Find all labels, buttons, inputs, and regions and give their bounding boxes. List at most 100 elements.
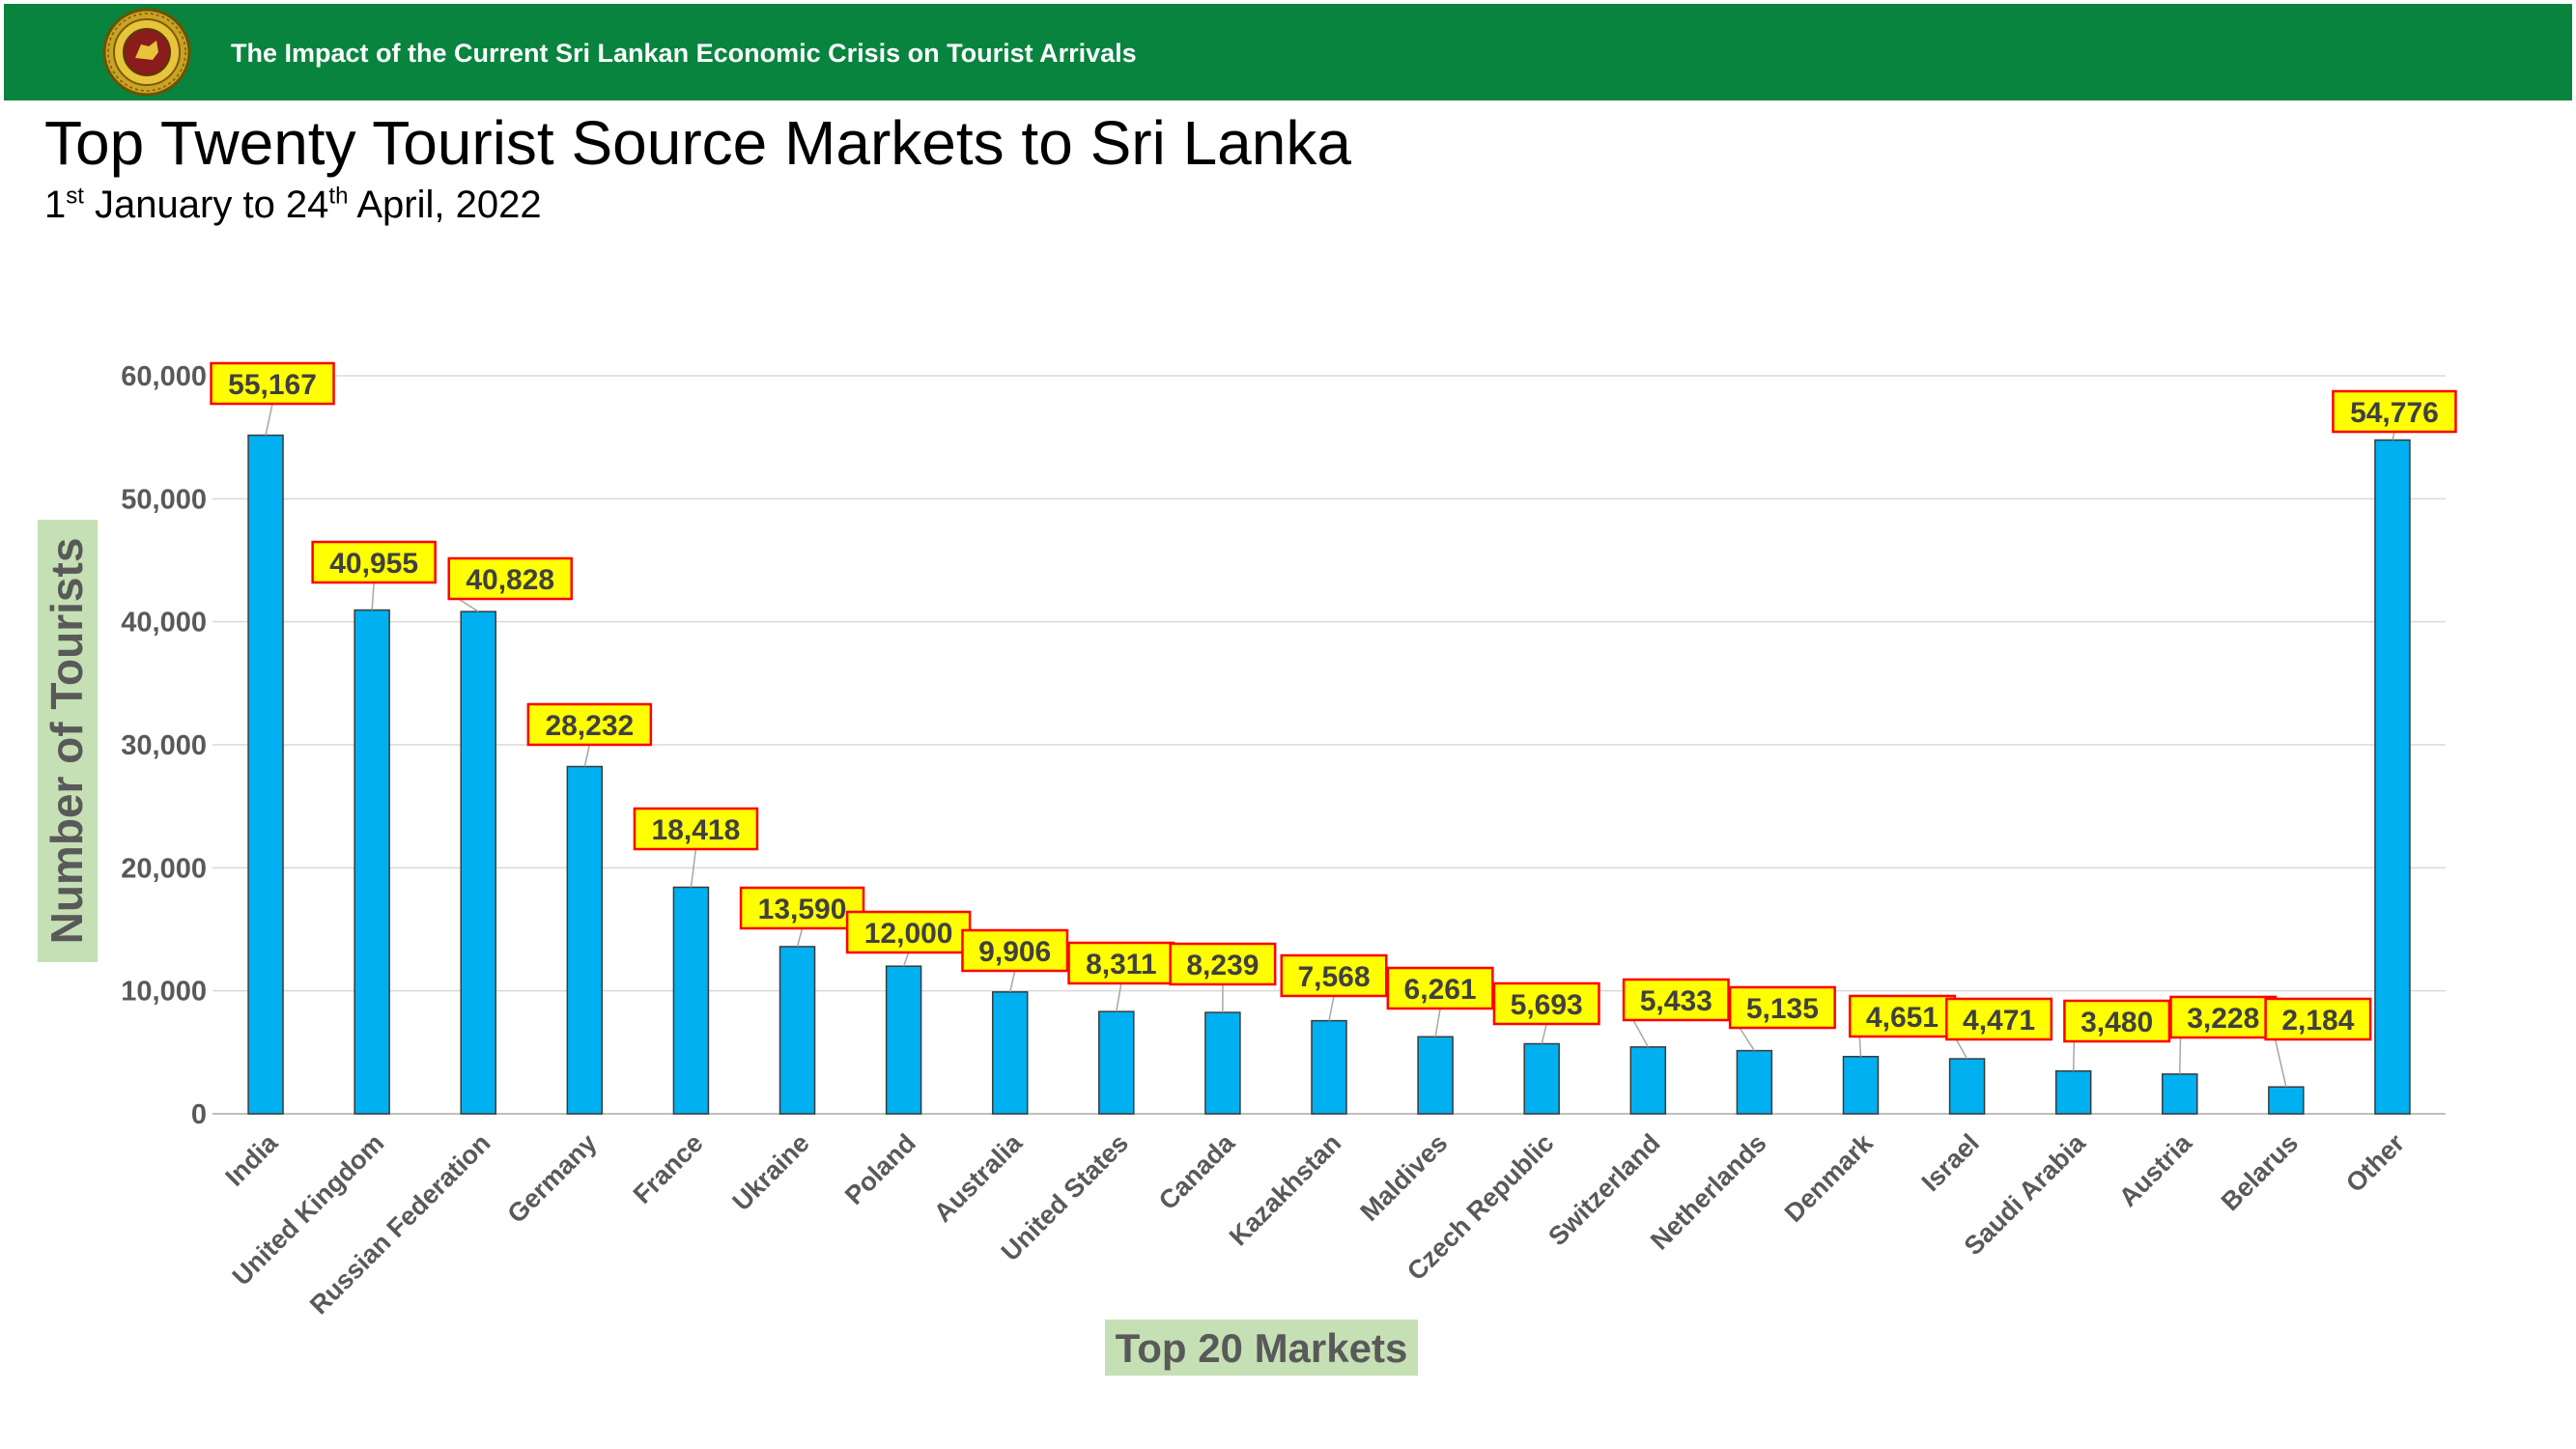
data-label-box: [311, 540, 437, 584]
data-label: 5,433: [1640, 985, 1713, 1017]
x-axis-title-bg: [1105, 1320, 1418, 1376]
leader-line: [1739, 1027, 1756, 1052]
data-label: 18,418: [652, 814, 741, 846]
data-label: 3,480: [2081, 1007, 2153, 1038]
data-label: 9,906: [978, 936, 1051, 968]
bar: [566, 765, 604, 1115]
data-label: 28,232: [545, 710, 634, 742]
data-label: 55,167: [228, 369, 317, 401]
bar: [247, 434, 284, 1115]
leader-line: [583, 744, 591, 767]
data-label-box: [1280, 953, 1388, 998]
bar: [1417, 1036, 1454, 1115]
leader-line: [458, 598, 479, 612]
subtitle-ordinal-1: st: [66, 183, 84, 210]
y-tick-label: 40,000: [121, 608, 207, 639]
leader-line: [265, 403, 273, 436]
category-label: Canada: [1153, 1127, 1241, 1215]
data-label-box: [1067, 941, 1175, 985]
leader-line: [1955, 1038, 1968, 1060]
header-banner: The Impact of the Current Sri Lankan Eco…: [4, 4, 2572, 100]
bar: [2162, 1073, 2198, 1115]
category-label: Maldives: [1354, 1128, 1453, 1227]
category-label: France: [628, 1128, 709, 1209]
page-subtitle: 1st January to 24th April, 2022: [44, 184, 542, 227]
data-label: 12,000: [864, 918, 953, 950]
data-label-box: [526, 702, 653, 747]
data-label: 3,228: [2187, 1003, 2259, 1035]
data-label-box: [1728, 985, 1836, 1030]
subtitle-ordinal-2: th: [328, 183, 349, 210]
bar: [672, 886, 710, 1115]
data-label: 4,651: [1866, 1002, 1939, 1034]
bar: [460, 611, 496, 1115]
data-label: 8,239: [1186, 950, 1259, 981]
leader-line: [2274, 1038, 2287, 1088]
y-tick-label: 60,000: [121, 361, 207, 392]
bar: [1736, 1049, 1773, 1115]
page-title: Top Twenty Tourist Source Markets to Sri…: [44, 108, 1351, 178]
data-label-box: [739, 886, 865, 930]
data-label: 4,471: [1963, 1005, 2035, 1037]
category-label: Russian Federation: [304, 1128, 495, 1320]
category-label: Australia: [928, 1127, 1029, 1228]
y-tick-label: 10,000: [121, 977, 207, 1008]
data-label-box: [1622, 978, 1730, 1022]
category-label: Kazakhstan: [1224, 1128, 1346, 1251]
data-label: 40,955: [329, 548, 418, 580]
data-label: 13,590: [758, 894, 847, 925]
subtitle-end: April, 2022: [348, 184, 542, 226]
category-label: India: [220, 1127, 284, 1191]
data-label-box: [210, 361, 335, 406]
bar: [991, 991, 1029, 1115]
data-label-box: [2264, 997, 2372, 1041]
category-label: Belarus: [2216, 1128, 2304, 1216]
bar: [1629, 1046, 1667, 1115]
leader-line: [1328, 995, 1335, 1021]
data-label: 8,311: [1086, 949, 1156, 980]
leader-line: [1116, 982, 1122, 1012]
data-label: 2,184: [2281, 1005, 2354, 1037]
leader-line: [690, 848, 697, 888]
data-label: 5,135: [1746, 993, 1819, 1025]
leader-line: [1632, 1019, 1649, 1048]
data-label: 40,828: [466, 564, 554, 596]
leader-line: [1434, 1008, 1441, 1037]
data-label-box: [2169, 995, 2278, 1039]
leader-line: [1541, 1023, 1547, 1044]
data-label-box: [845, 910, 972, 954]
leader-line: [371, 582, 375, 611]
bar: [885, 965, 922, 1115]
bar: [2268, 1086, 2305, 1115]
leader-line: [2072, 1040, 2076, 1071]
y-tick-label: 20,000: [121, 853, 207, 884]
data-label-box: [961, 928, 1069, 973]
data-label: 7,568: [1297, 961, 1370, 993]
category-label: Ukraine: [727, 1128, 815, 1216]
data-label-box: [2332, 389, 2457, 434]
category-label: Austria: [2113, 1127, 2198, 1212]
bar: [354, 609, 390, 1115]
data-label-box: [2063, 999, 2171, 1043]
data-label-box: [447, 556, 573, 601]
data-label-box: [1945, 997, 2053, 1041]
leader-line: [2179, 1037, 2182, 1074]
category-label: Denmark: [1779, 1127, 1880, 1228]
header-title: The Impact of the Current Sri Lankan Eco…: [231, 39, 1137, 68]
category-label: Israel: [1916, 1128, 1985, 1197]
data-label: 54,776: [2350, 397, 2439, 429]
category-label: Other: [2340, 1128, 2410, 1198]
bar: [2374, 439, 2411, 1115]
leader-line: [2392, 431, 2395, 440]
government-seal-icon: [102, 8, 191, 97]
bar: [1948, 1058, 1986, 1115]
y-axis-title: Number of Tourists: [42, 538, 92, 945]
x-axis-title: Top 20 Markets: [1116, 1325, 1408, 1371]
bar: [1204, 1011, 1241, 1115]
leader-line: [796, 927, 804, 948]
y-tick-label: 50,000: [121, 484, 207, 515]
leader-line: [1008, 970, 1016, 993]
subtitle-day1: 1: [44, 184, 67, 226]
category-label: Germany: [502, 1128, 603, 1229]
